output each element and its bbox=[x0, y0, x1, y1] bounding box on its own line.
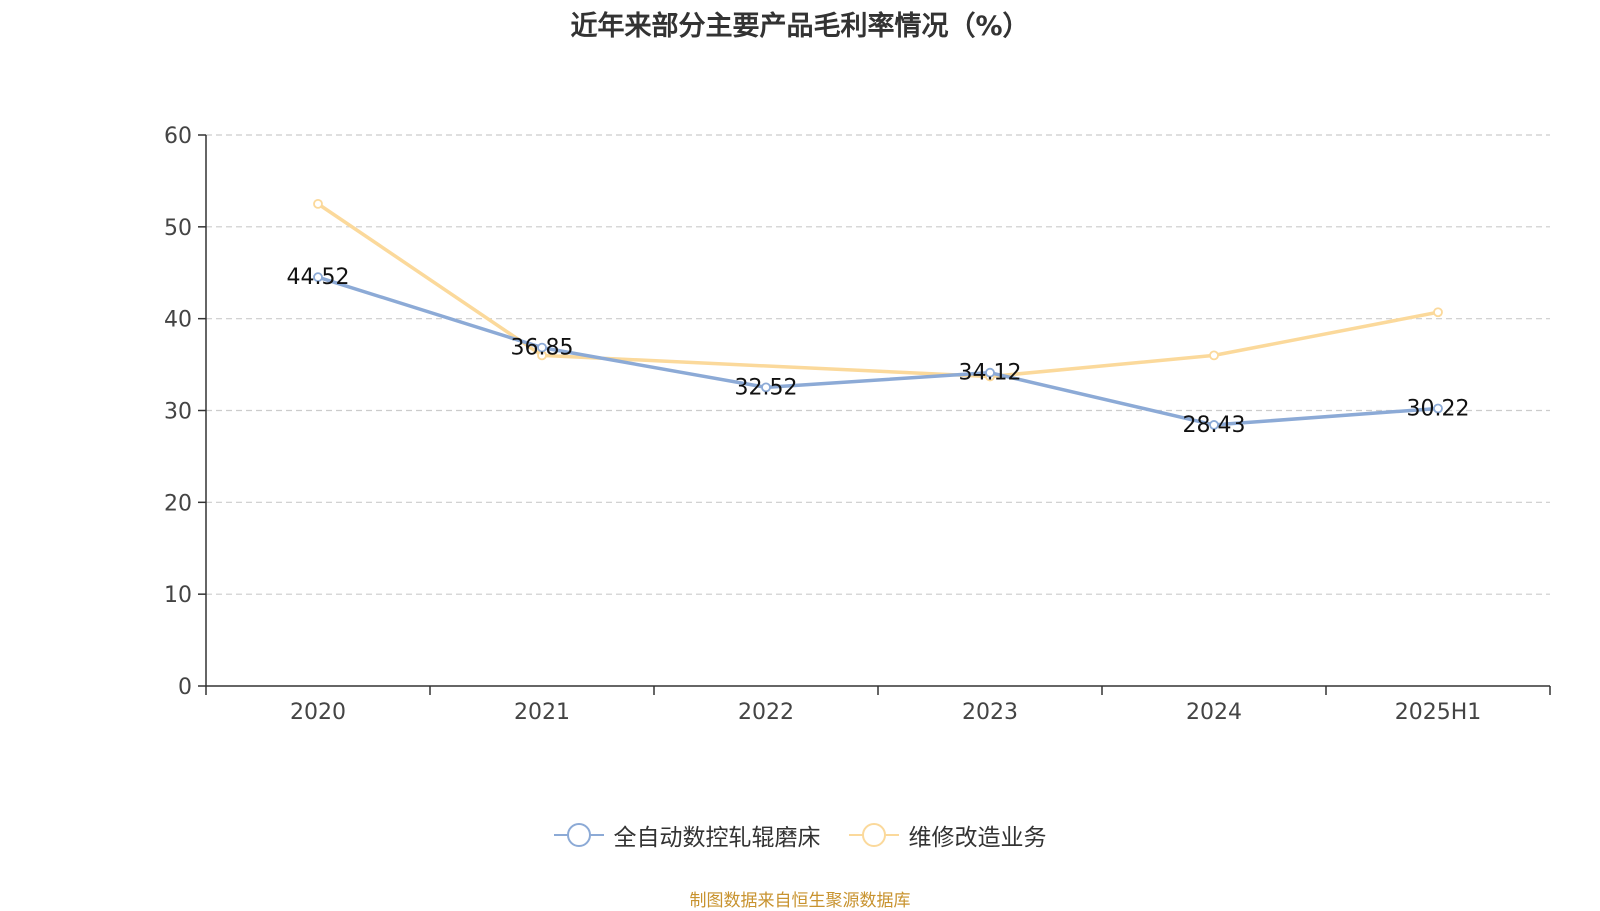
data-label: 36.85 bbox=[511, 336, 574, 361]
chart-title: 近年来部分主要产品毛利率情况（%） bbox=[570, 11, 1030, 42]
source-note: 制图数据来自恒生聚源数据库 bbox=[689, 891, 911, 911]
data-label: 34.12 bbox=[959, 361, 1022, 386]
data-point bbox=[761, 382, 771, 393]
x-tick-label: 2023 bbox=[962, 700, 1018, 725]
y-tick-label: 30 bbox=[164, 400, 192, 425]
series-line bbox=[317, 275, 1439, 427]
data-point bbox=[313, 198, 323, 209]
legend-item-series-1[interactable]: 全自动数控轧辊磨床 bbox=[553, 818, 821, 852]
series-lines bbox=[313, 198, 1443, 430]
data-labels: 44.52 36.85 32.52 34.12 28.43 30.22 bbox=[287, 265, 1470, 438]
y-tick-label: 0 bbox=[178, 675, 192, 700]
legend-line-circle-icon bbox=[553, 823, 604, 847]
grid-lines bbox=[206, 134, 1550, 595]
legend: 全自动数控轧辊磨床 维修改造业务 bbox=[0, 818, 1600, 852]
legend-label: 全自动数控轧辊磨床 bbox=[613, 825, 821, 851]
x-tick-label: 2022 bbox=[738, 700, 794, 725]
data-label: 32.52 bbox=[735, 375, 798, 400]
legend-label: 维修改造业务 bbox=[908, 825, 1047, 851]
x-tick-label: 2024 bbox=[1186, 700, 1242, 725]
x-tick-label: 2025H1 bbox=[1395, 700, 1482, 725]
axes: 0 10 20 30 40 50 60 2020 2021 2022 2023 2024 2025H1 bbox=[164, 124, 1551, 725]
y-tick-label: 10 bbox=[164, 583, 192, 608]
y-tick-label: 40 bbox=[164, 308, 192, 333]
series-line bbox=[317, 202, 1439, 379]
legend-line-circle-icon bbox=[848, 823, 899, 847]
data-label: 44.52 bbox=[287, 265, 350, 290]
data-label: 28.43 bbox=[1183, 413, 1246, 438]
legend-item-series-2[interactable]: 维修改造业务 bbox=[848, 818, 1047, 852]
y-tick-label: 20 bbox=[164, 491, 192, 516]
data-point bbox=[985, 367, 995, 378]
data-point bbox=[537, 342, 547, 353]
data-point bbox=[1209, 420, 1219, 430]
y-tick-label: 60 bbox=[164, 124, 192, 149]
data-point bbox=[1209, 350, 1219, 361]
data-point bbox=[313, 272, 323, 283]
data-label: 30.22 bbox=[1407, 396, 1470, 421]
data-point bbox=[1433, 307, 1443, 318]
x-tick-label: 2020 bbox=[290, 700, 346, 725]
y-tick-label: 50 bbox=[164, 216, 192, 241]
x-tick-label: 2021 bbox=[514, 700, 570, 725]
data-point bbox=[1433, 403, 1443, 414]
